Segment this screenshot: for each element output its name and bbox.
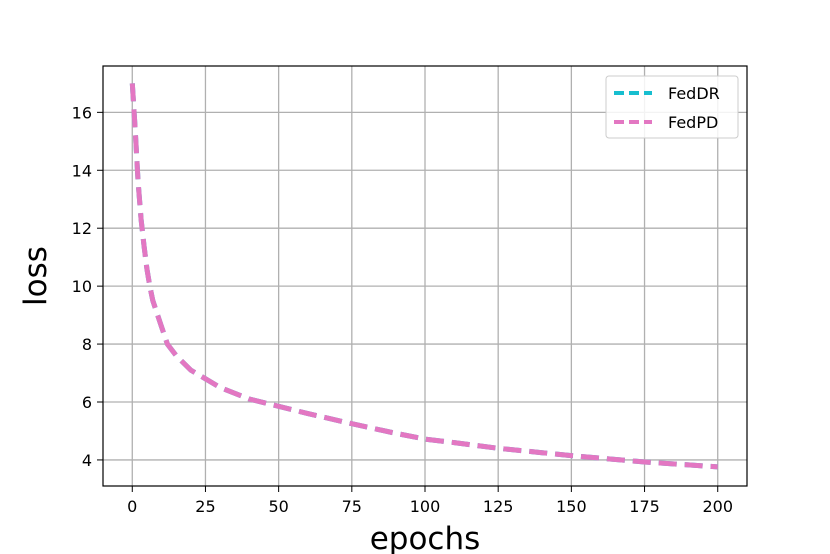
y-tick-label: 16 <box>72 103 92 122</box>
x-tick-label: 175 <box>629 497 660 516</box>
legend-label-feddr: FedDR <box>668 84 720 103</box>
legend-label-fedpd: FedPD <box>668 113 718 132</box>
x-tick-label: 200 <box>702 497 733 516</box>
x-tick-label: 75 <box>342 497 362 516</box>
x-tick-label: 150 <box>556 497 587 516</box>
y-tick-label: 12 <box>72 219 92 238</box>
y-tick-label: 14 <box>72 161 92 180</box>
x-tick-label: 0 <box>127 497 137 516</box>
x-tick-label: 100 <box>410 497 441 516</box>
y-tick-label: 10 <box>72 277 92 296</box>
x-tick-label: 50 <box>268 497 288 516</box>
y-tick-label: 4 <box>82 451 92 470</box>
y-axis-ticks: 4 6 8 10 12 14 16 <box>72 103 103 470</box>
y-tick-label: 8 <box>82 335 92 354</box>
y-axis-label: loss <box>18 246 54 306</box>
x-tick-label: 25 <box>195 497 215 516</box>
x-axis-ticks: 0 25 50 75 100 125 150 175 200 <box>127 486 733 516</box>
x-tick-label: 125 <box>483 497 514 516</box>
y-tick-label: 6 <box>82 393 92 412</box>
legend: FedDR FedPD <box>605 75 739 139</box>
x-axis-label: epochs <box>370 521 481 554</box>
grid-lines <box>103 66 747 486</box>
